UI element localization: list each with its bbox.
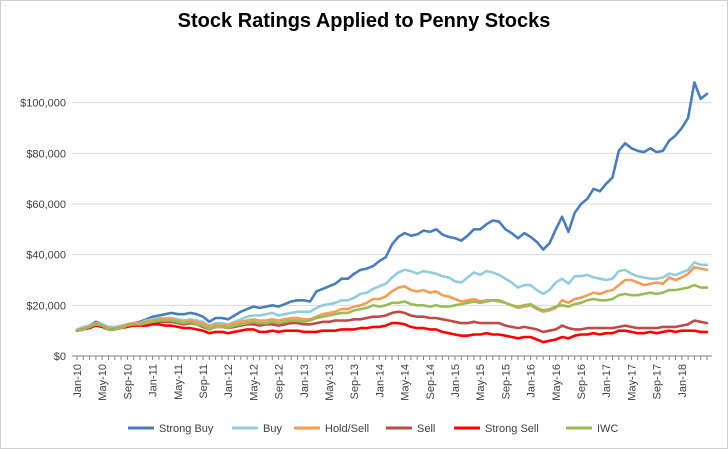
- series-line-strong-sell: [75, 321, 709, 344]
- x-tick-label: May-11: [173, 364, 185, 400]
- x-tick-label: May-12: [248, 364, 260, 401]
- legend-label: IWC: [597, 423, 618, 435]
- legend-label: Buy: [263, 423, 282, 435]
- x-tick-label: May-15: [475, 364, 487, 401]
- x-tick-label: May-10: [97, 364, 109, 401]
- x-tick-label: Sep-17: [652, 364, 664, 399]
- legend-label: Hold/Sell: [325, 423, 369, 435]
- y-tick-label: $100,000: [20, 98, 66, 110]
- x-tick-label: May-13: [324, 364, 336, 401]
- chart-title: Stock Ratings Applied to Penny Stocks: [177, 10, 551, 32]
- y-tick-label: $80,000: [26, 148, 66, 160]
- gridlines: [72, 102, 712, 306]
- x-tick-label: Jan-12: [223, 364, 235, 398]
- x-tick-label: May-16: [551, 364, 563, 401]
- x-tick-label: Sep-10: [122, 364, 134, 399]
- x-tick-label: Jan-10: [72, 364, 84, 398]
- x-tick-label: Sep-16: [576, 364, 588, 399]
- x-tick-label: Jan-13: [299, 364, 311, 398]
- x-tick-label: May-17: [626, 364, 638, 401]
- x-tick-label: Jan-17: [601, 364, 613, 398]
- legend-label: Sell: [417, 423, 435, 435]
- x-tick-label: Jan-16: [526, 364, 538, 398]
- x-tick-label: Jan-14: [374, 364, 386, 398]
- x-tick-label: Jan-11: [148, 364, 160, 397]
- y-tick-label: $0: [54, 351, 66, 363]
- legend: Strong Buy Buy Hold/Sell Sell Strong Sell IWC: [128, 423, 618, 435]
- x-tick-label: May-14: [400, 364, 412, 401]
- x-tick-label: Sep-13: [349, 364, 361, 399]
- y-tick-label: $60,000: [26, 199, 66, 211]
- x-tick-label: Sep-15: [500, 364, 512, 399]
- x-tick-label: Jan-18: [677, 364, 689, 398]
- x-tick-label: Sep-11: [198, 364, 210, 399]
- y-tick-label: $40,000: [26, 250, 66, 262]
- series-line-iwc: [75, 283, 709, 333]
- series-line-strong-buy: [75, 81, 709, 333]
- x-tick-label: Jan-15: [450, 364, 462, 398]
- y-tick-label: $20,000: [26, 300, 66, 312]
- x-tick-label: Sep-12: [274, 364, 286, 399]
- series-lines: [75, 81, 709, 344]
- axes: $0 $20,000 $40,000 $60,000 $80,000 $100,000 Ja…: [20, 98, 712, 401]
- legend-label: Strong Buy: [159, 423, 214, 435]
- x-tick-label: Sep-14: [425, 364, 437, 399]
- legend-label: Strong Sell: [485, 423, 539, 435]
